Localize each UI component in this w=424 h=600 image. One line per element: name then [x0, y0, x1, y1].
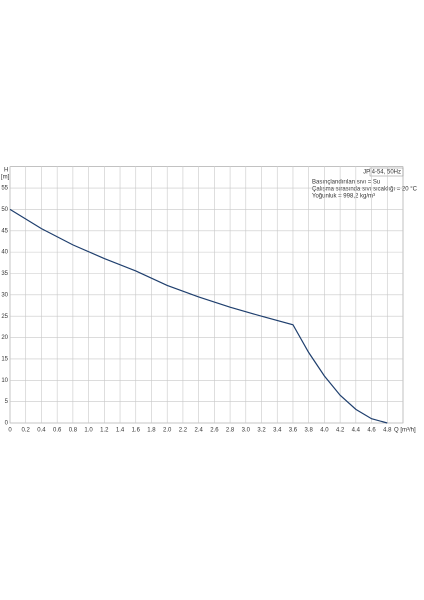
y-tick-label: 30 [1, 292, 8, 298]
note: Yoğunluk = 998,2 kg/m³ [312, 194, 375, 200]
y-tick-label: 55 [1, 186, 8, 192]
x-tick-label: 3.6 [289, 428, 298, 434]
x-tick-label: 4.0 [320, 428, 329, 434]
y-tick-label: 20 [1, 335, 8, 341]
x-tick-label: 4.4 [352, 428, 361, 434]
x-tick-label: 0.6 [53, 428, 62, 434]
note: Çalışma sırasında sıvı sıcaklığı = 20 °C [312, 187, 418, 193]
x-tick-label: 2.6 [210, 428, 219, 434]
x-tick-label: 2.2 [179, 428, 188, 434]
note: Basınçlandırılan sıvı = Su [312, 180, 380, 186]
x-tick-label: 4.2 [336, 428, 345, 434]
x-tick-label: 2.8 [226, 428, 235, 434]
y-tick-label: 40 [1, 250, 8, 256]
y-tick-label: 50 [1, 207, 8, 213]
y-tick-label: 15 [1, 357, 8, 363]
x-tick-label: 2.4 [194, 428, 203, 434]
curve [9, 208, 388, 424]
y-tick-label: 45 [1, 228, 8, 234]
x-tick-label: 4.6 [367, 428, 376, 434]
x-tick-label: 3.2 [257, 428, 266, 434]
y-tick-label: 25 [1, 314, 8, 320]
y-tick-label: 5 [5, 399, 9, 405]
x-tick-label: 3.8 [305, 428, 314, 434]
y-tick-label: 35 [1, 271, 8, 277]
x-tick-label: 0.8 [69, 428, 78, 434]
x-axis-label: Q [m³/h] [394, 428, 416, 434]
x-tick-label: 0.4 [37, 428, 46, 434]
x-tick-label: 1.0 [84, 428, 93, 434]
x-tick-label: 4.8 [383, 428, 392, 434]
y-tick-label: 10 [1, 378, 8, 384]
y-axis-label: H [4, 168, 8, 174]
x-tick-label: 0.2 [22, 428, 31, 434]
x-tick-label: 1.4 [116, 428, 125, 434]
y-tick-label: 0 [5, 421, 9, 427]
x-tick-label: 3.0 [242, 428, 251, 434]
x-tick-label: 0 [8, 428, 12, 434]
x-tick-label: 1.2 [100, 428, 109, 434]
y-axis-unit: [m] [1, 175, 10, 181]
x-tick-label: 3.4 [273, 428, 282, 434]
legend-text: JP 4-54, 50Hz [363, 170, 401, 176]
x-tick-label: 1.8 [147, 428, 156, 434]
x-tick-label: 1.6 [132, 428, 141, 434]
x-tick-label: 2.0 [163, 428, 172, 434]
